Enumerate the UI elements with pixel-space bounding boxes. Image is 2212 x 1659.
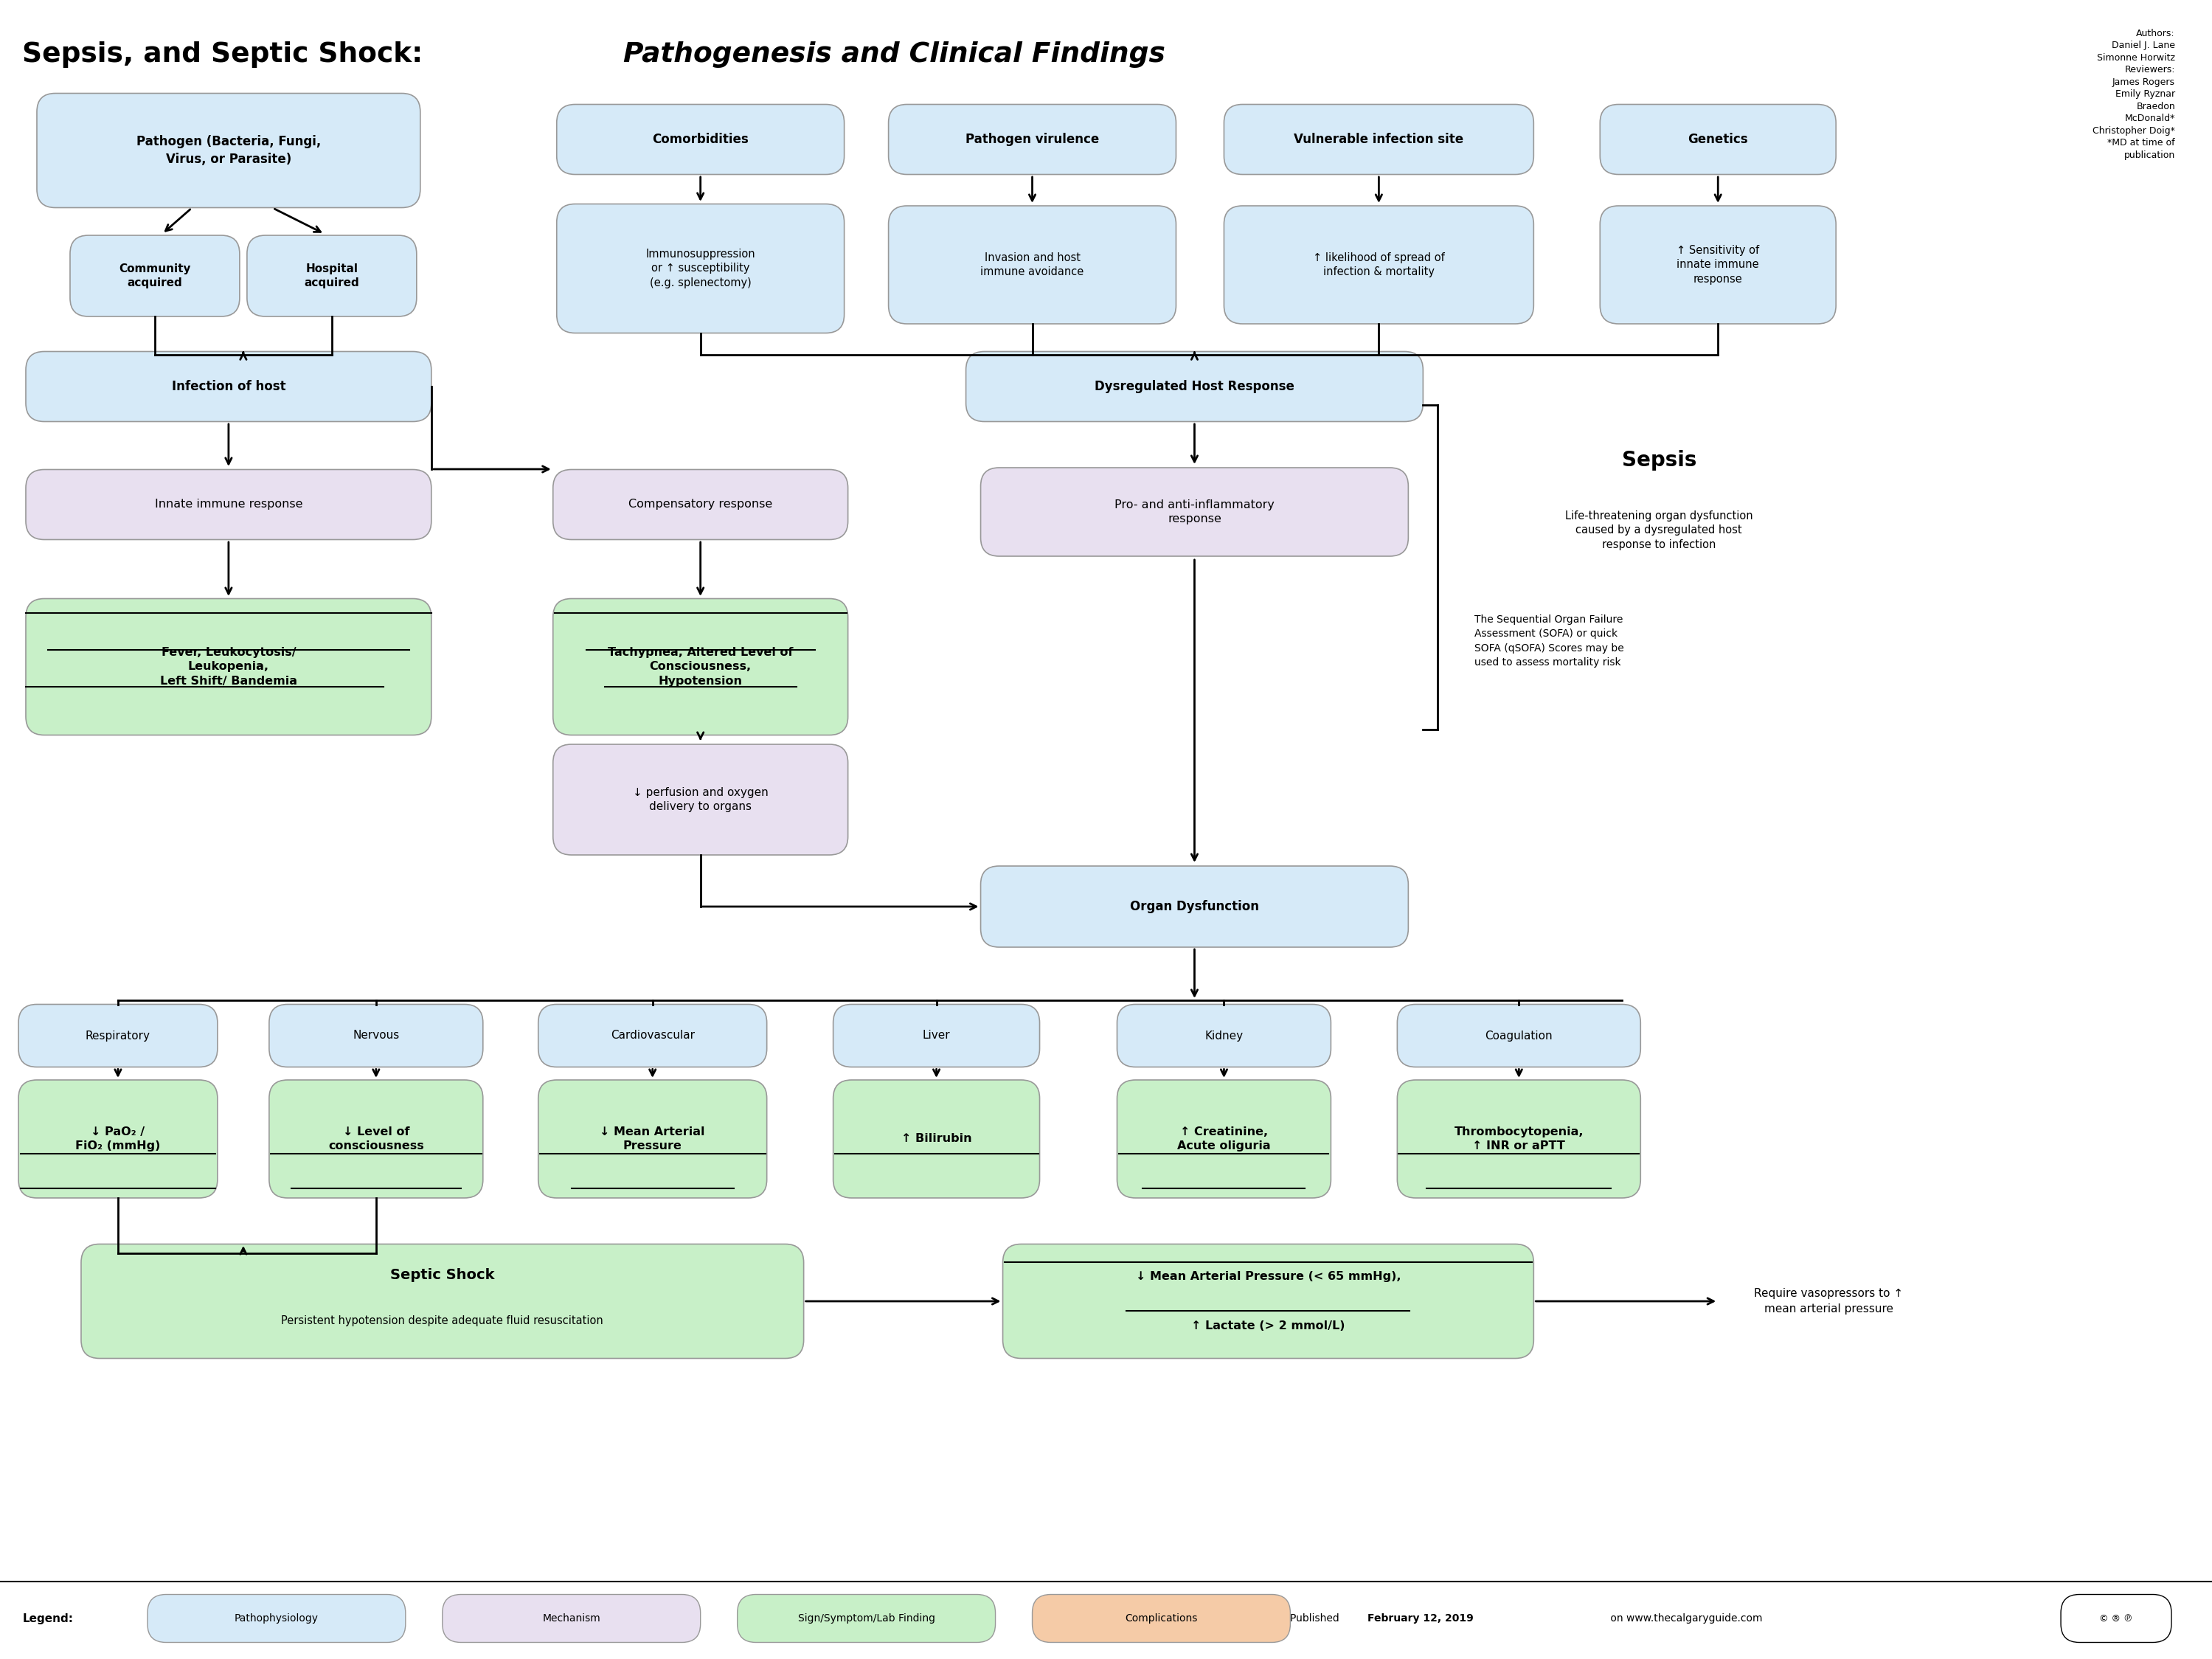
Text: Require vasopressors to ↑
mean arterial pressure: Require vasopressors to ↑ mean arterial … [1754, 1287, 1902, 1314]
Text: Sepsis, and Septic Shock:: Sepsis, and Septic Shock: [22, 41, 431, 68]
FancyBboxPatch shape [557, 204, 845, 333]
FancyBboxPatch shape [1033, 1594, 1290, 1642]
FancyBboxPatch shape [1117, 1080, 1332, 1198]
FancyBboxPatch shape [1599, 105, 1836, 174]
FancyBboxPatch shape [71, 236, 239, 317]
FancyBboxPatch shape [834, 1004, 1040, 1067]
Text: Hospital
acquired: Hospital acquired [305, 264, 358, 289]
FancyBboxPatch shape [553, 599, 847, 735]
FancyBboxPatch shape [889, 105, 1177, 174]
Text: Pathogenesis and Clinical Findings: Pathogenesis and Clinical Findings [624, 41, 1166, 68]
Text: Pro- and anti-inflammatory
response: Pro- and anti-inflammatory response [1115, 499, 1274, 524]
Text: Dysregulated Host Response: Dysregulated Host Response [1095, 380, 1294, 393]
Text: ↓ perfusion and oxygen
delivery to organs: ↓ perfusion and oxygen delivery to organ… [633, 786, 768, 813]
Text: February 12, 2019: February 12, 2019 [1367, 1613, 1473, 1624]
FancyBboxPatch shape [82, 1244, 803, 1359]
Text: ↑ Creatinine,
Acute oliguria: ↑ Creatinine, Acute oliguria [1177, 1126, 1270, 1151]
Text: ↑ Bilirubin: ↑ Bilirubin [900, 1133, 971, 1145]
FancyBboxPatch shape [553, 469, 847, 539]
Text: ↑ Lactate (> 2 mmol/L): ↑ Lactate (> 2 mmol/L) [1192, 1321, 1345, 1331]
Text: Organ Dysfunction: Organ Dysfunction [1130, 899, 1259, 912]
Text: on www.thecalgaryguide.com: on www.thecalgaryguide.com [1608, 1613, 1763, 1624]
Text: Sepsis: Sepsis [1621, 450, 1697, 471]
Text: ↓ Level of
consciousness: ↓ Level of consciousness [327, 1126, 425, 1151]
Text: © ® ℗: © ® ℗ [2099, 1614, 2132, 1623]
Text: The Sequential Organ Failure
Assessment (SOFA) or quick
SOFA (qSOFA) Scores may : The Sequential Organ Failure Assessment … [1475, 614, 1624, 669]
Text: Vulnerable infection site: Vulnerable infection site [1294, 133, 1464, 146]
Text: Legend:: Legend: [22, 1613, 73, 1624]
Text: Invasion and host
immune avoidance: Invasion and host immune avoidance [980, 252, 1084, 277]
Text: ↓ PaO₂ /
FiO₂ (mmHg): ↓ PaO₂ / FiO₂ (mmHg) [75, 1126, 161, 1151]
FancyBboxPatch shape [834, 1080, 1040, 1198]
Text: Pathogen virulence: Pathogen virulence [964, 133, 1099, 146]
Text: Life-threatening organ dysfunction
caused by a dysregulated host
response to inf: Life-threatening organ dysfunction cause… [1566, 511, 1752, 551]
FancyBboxPatch shape [148, 1594, 405, 1642]
Text: Cardiovascular: Cardiovascular [611, 1030, 695, 1042]
FancyBboxPatch shape [557, 105, 845, 174]
Text: Genetics: Genetics [1688, 133, 1747, 146]
Text: ↓ Mean Arterial
Pressure: ↓ Mean Arterial Pressure [599, 1126, 706, 1151]
FancyBboxPatch shape [889, 206, 1177, 324]
FancyBboxPatch shape [248, 236, 416, 317]
Text: Pathogen (Bacteria, Fungi,
Virus, or Parasite): Pathogen (Bacteria, Fungi, Virus, or Par… [137, 134, 321, 166]
Text: Immunosuppression
or ↑ susceptibility
(e.g. splenectomy): Immunosuppression or ↑ susceptibility (e… [646, 249, 754, 289]
Text: ↑ Sensitivity of
innate immune
response: ↑ Sensitivity of innate immune response [1677, 244, 1759, 285]
Text: Nervous: Nervous [352, 1030, 400, 1042]
FancyBboxPatch shape [737, 1594, 995, 1642]
FancyBboxPatch shape [1398, 1004, 1641, 1067]
Text: Tachypnea, Altered Level of
Consciousness,
Hypotension: Tachypnea, Altered Level of Consciousnes… [608, 647, 794, 687]
FancyBboxPatch shape [18, 1004, 217, 1067]
FancyBboxPatch shape [1599, 206, 1836, 324]
Text: ↓ Mean Arterial Pressure (< 65 mmHg),: ↓ Mean Arterial Pressure (< 65 mmHg), [1135, 1271, 1400, 1282]
FancyBboxPatch shape [1398, 1080, 1641, 1198]
FancyBboxPatch shape [27, 599, 431, 735]
Text: Mechanism: Mechanism [542, 1613, 599, 1624]
Text: Thrombocytopenia,
↑ INR or aPTT: Thrombocytopenia, ↑ INR or aPTT [1453, 1126, 1584, 1151]
Text: Published: Published [1290, 1613, 1343, 1624]
FancyBboxPatch shape [538, 1080, 768, 1198]
FancyBboxPatch shape [442, 1594, 701, 1642]
FancyBboxPatch shape [980, 468, 1409, 556]
Text: Compensatory response: Compensatory response [628, 499, 772, 509]
FancyBboxPatch shape [1002, 1244, 1533, 1359]
FancyBboxPatch shape [1223, 105, 1533, 174]
Text: Respiratory: Respiratory [86, 1030, 150, 1042]
Text: Complications: Complications [1126, 1613, 1197, 1624]
Text: Coagulation: Coagulation [1484, 1030, 1553, 1042]
Text: Persistent hypotension despite adequate fluid resuscitation: Persistent hypotension despite adequate … [281, 1316, 604, 1327]
FancyBboxPatch shape [27, 352, 431, 421]
FancyBboxPatch shape [980, 866, 1409, 947]
Text: Septic Shock: Septic Shock [389, 1269, 495, 1282]
Text: Infection of host: Infection of host [173, 380, 285, 393]
Text: Kidney: Kidney [1206, 1030, 1243, 1042]
FancyBboxPatch shape [18, 1080, 217, 1198]
Text: Sign/Symptom/Lab Finding: Sign/Symptom/Lab Finding [799, 1613, 936, 1624]
Text: Pathophysiology: Pathophysiology [234, 1613, 319, 1624]
Text: Community
acquired: Community acquired [119, 264, 190, 289]
FancyBboxPatch shape [553, 745, 847, 854]
FancyBboxPatch shape [38, 93, 420, 207]
Text: Innate immune response: Innate immune response [155, 499, 303, 509]
FancyBboxPatch shape [27, 469, 431, 539]
FancyBboxPatch shape [2062, 1594, 2172, 1642]
FancyBboxPatch shape [270, 1004, 482, 1067]
Text: Liver: Liver [922, 1030, 951, 1042]
FancyBboxPatch shape [538, 1004, 768, 1067]
FancyBboxPatch shape [270, 1080, 482, 1198]
FancyBboxPatch shape [967, 352, 1422, 421]
Text: Comorbidities: Comorbidities [653, 133, 748, 146]
Text: Authors:
Daniel J. Lane
Simonne Horwitz
Reviewers:
James Rogers
Emily Ryznar
Bra: Authors: Daniel J. Lane Simonne Horwitz … [2093, 28, 2174, 159]
FancyBboxPatch shape [1117, 1004, 1332, 1067]
FancyBboxPatch shape [1223, 206, 1533, 324]
Text: Fever, Leukocytosis/
Leukopenia,
Left Shift/ Bandemia: Fever, Leukocytosis/ Leukopenia, Left Sh… [159, 647, 296, 687]
Text: ↑ likelihood of spread of
infection & mortality: ↑ likelihood of spread of infection & mo… [1314, 252, 1444, 277]
